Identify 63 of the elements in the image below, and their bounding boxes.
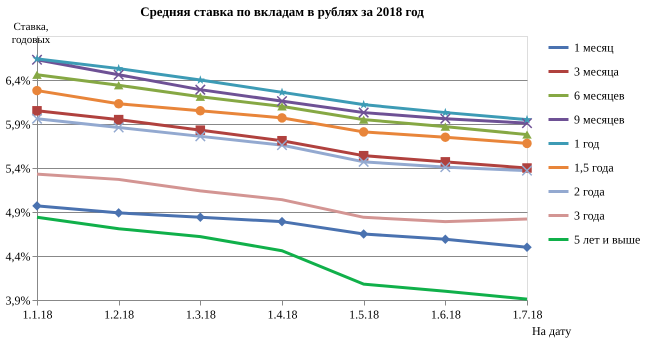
- point: [196, 106, 206, 116]
- point: [358, 229, 368, 239]
- point: [522, 242, 532, 252]
- point: [196, 212, 206, 222]
- legend-label: 1,5 года: [574, 160, 614, 174]
- x-tick-label: 1.4.18: [268, 308, 298, 322]
- y-tick-label: 5,9%: [6, 118, 30, 132]
- point: [440, 162, 451, 173]
- point: [114, 99, 124, 108]
- point: [113, 122, 124, 134]
- point: [194, 130, 206, 142]
- x-tick-label: 1.6.18: [430, 308, 461, 322]
- point: [358, 115, 368, 124]
- x-tick-label: 1.7.18: [512, 308, 542, 322]
- y-tick-label: 3,9%: [6, 294, 30, 308]
- point: [358, 156, 370, 168]
- point: [522, 118, 532, 129]
- line-series: [36, 172, 528, 224]
- point: [114, 81, 124, 90]
- point: [440, 113, 451, 124]
- point: [32, 54, 42, 63]
- legend-label: 1 год: [574, 136, 600, 150]
- chart-title: Средняя ставка по вкладам в рублях за 2018 год: [140, 4, 424, 19]
- legend-label: 6 месяцев: [574, 88, 625, 102]
- point: [440, 234, 450, 244]
- y-tick-label: 6,4%: [6, 74, 30, 88]
- point: [114, 114, 124, 124]
- point: [277, 113, 287, 123]
- point: [32, 54, 42, 66]
- x-tick-label: 1.1.18: [22, 308, 52, 322]
- point: [522, 130, 532, 139]
- legend-label: 1 месяц: [574, 40, 614, 54]
- point: [276, 140, 288, 151]
- y-tick-label: 5,4%: [6, 162, 30, 176]
- y-tick-label: 4,9%: [6, 206, 30, 220]
- point: [114, 208, 124, 218]
- legend-label: 5 лет и выше: [574, 232, 640, 246]
- point: [358, 107, 370, 118]
- point: [113, 69, 124, 80]
- point: [194, 84, 206, 96]
- point: [522, 138, 532, 148]
- y-axis-title: Ставка, годовых: [12, 21, 51, 46]
- legend-label: 2 года: [574, 184, 606, 198]
- y-tick-label: 4,4%: [6, 250, 30, 264]
- legend-label: 9 месяцев: [574, 112, 625, 126]
- point: [277, 216, 287, 226]
- point: [522, 165, 532, 176]
- legend-label: 3 года: [574, 208, 606, 222]
- legend-label: 3 месяца: [574, 64, 620, 78]
- point: [276, 96, 288, 107]
- point: [440, 122, 450, 131]
- point: [440, 132, 450, 142]
- x-axis-title: На дату: [532, 324, 572, 338]
- point: [32, 86, 42, 96]
- point: [358, 127, 368, 137]
- x-tick-label: 1.3.18: [186, 308, 216, 322]
- x-tick-label: 1.2.18: [104, 308, 134, 322]
- x-tick-label: 1.5.18: [349, 308, 380, 322]
- point: [522, 114, 532, 124]
- point: [196, 92, 206, 101]
- point: [277, 102, 287, 111]
- point: [32, 113, 42, 124]
- line-series: [36, 216, 528, 301]
